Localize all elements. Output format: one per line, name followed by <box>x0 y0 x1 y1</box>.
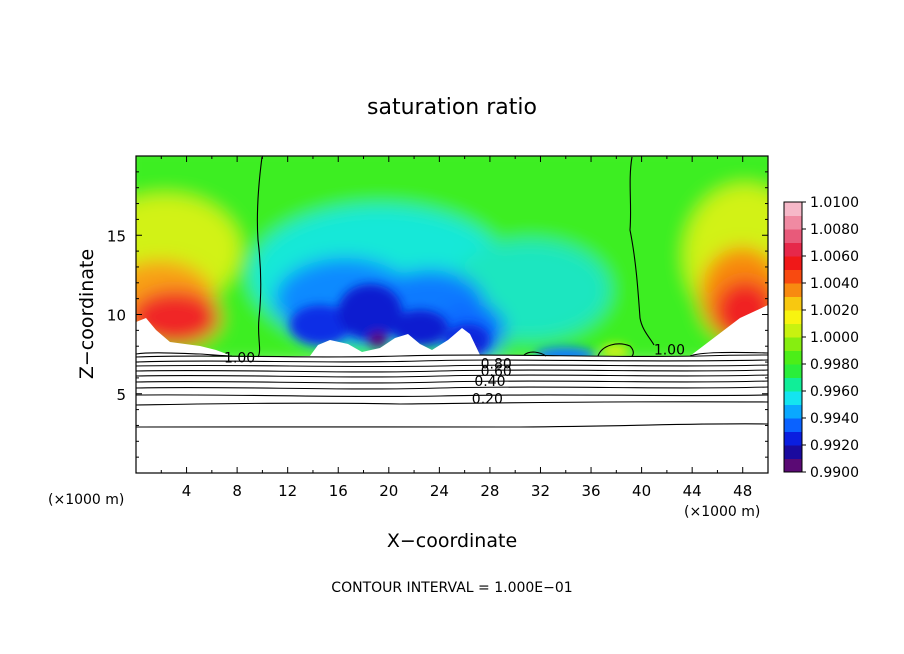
y-tick-label: 15 <box>107 227 126 245</box>
colorbar: 1.0100 1.0080 1.0060 1.0040 1.0020 1.0000 0.99… <box>783 195 859 481</box>
subcloud-region <box>136 305 768 473</box>
y-tick-label: 10 <box>107 307 126 325</box>
y-tick-label: 5 <box>116 386 126 404</box>
x-tick-label: 12 <box>278 482 297 500</box>
x-axis-label: X−coordinate <box>387 530 517 552</box>
contour-line-1-00-right <box>629 156 655 346</box>
x-tick-label: 8 <box>232 482 242 500</box>
y-axis-label: Z−coordinate <box>76 249 98 379</box>
contour-right-edge <box>689 351 768 357</box>
x-tick-label: 36 <box>581 482 600 500</box>
colorbar-swatch <box>784 391 802 405</box>
colorbar-swatch <box>784 337 802 351</box>
colorbar-swatch <box>784 269 802 284</box>
contour-line <box>136 423 768 428</box>
contour-line <box>136 374 768 378</box>
colorbar-swatch <box>784 256 802 270</box>
colorbar-label: 1.0080 <box>810 222 859 238</box>
colorbar-swatch <box>784 215 802 230</box>
colorbar-swatch <box>784 323 802 338</box>
contour-line <box>136 394 768 398</box>
contour-line <box>136 401 768 406</box>
colorbar-swatch <box>784 202 802 216</box>
colorbar-swatch <box>784 377 802 392</box>
contour-label: 0.60 <box>481 364 512 380</box>
contour-lines <box>136 156 768 428</box>
x-tick-label: 16 <box>329 482 348 500</box>
colorbar-swatch <box>784 350 802 365</box>
x-unit-label-right: (×1000 m) <box>684 504 760 520</box>
colorbar-swatch <box>784 431 802 446</box>
field-yellow-bump <box>601 344 629 358</box>
contour-left-edge <box>136 352 233 357</box>
colorbar-swatch <box>784 242 802 257</box>
contour-line <box>136 364 768 368</box>
contour-labels: 0.800.600.40 0.20 1.00 1.00 <box>224 342 685 407</box>
plot-area: 0.800.600.40 0.20 1.00 1.00 <box>136 156 768 473</box>
x-tick-label: 4 <box>182 482 192 500</box>
colorbar-label: 1.0060 <box>810 249 859 265</box>
colorbar-label: 0.9960 <box>810 384 859 400</box>
contour-label: 0.40 <box>474 374 505 390</box>
colorbar-label: 0.9940 <box>810 411 859 427</box>
contour-line-1-00-left <box>256 156 263 358</box>
colorbar-label: 1.0100 <box>810 195 859 211</box>
colorbar-label: 1.0040 <box>810 276 859 292</box>
x-tick-label: 40 <box>632 482 651 500</box>
colorbar-label: 0.9900 <box>810 465 859 481</box>
contour-line <box>136 380 768 384</box>
colorbar-swatch <box>784 404 802 419</box>
contour-label: 0.80 <box>481 357 512 373</box>
colorbar-label: 0.9920 <box>810 438 859 454</box>
x-tick-label: 32 <box>531 482 550 500</box>
colorbar-label: 1.0000 <box>810 330 859 346</box>
colorbar-swatch <box>784 458 802 473</box>
x-tick-label: 28 <box>480 482 499 500</box>
contour-line <box>136 386 768 390</box>
colorbar-swatch <box>784 229 802 243</box>
contour-bump-small <box>523 351 547 357</box>
colorbar-swatch <box>784 296 802 311</box>
contour-label: 1.00 <box>224 350 255 366</box>
colorbar-swatch <box>784 310 802 324</box>
contour-interval-note: CONTOUR INTERVAL = 1.000E−01 <box>331 580 572 596</box>
contour-label: 1.00 <box>654 342 685 358</box>
x-tick-label: 24 <box>430 482 449 500</box>
field-dark-blue-2 <box>338 284 402 340</box>
contour-line <box>136 359 768 363</box>
contour-line <box>136 354 768 358</box>
contour-bump <box>597 343 634 357</box>
contour-label: 0.20 <box>472 392 503 408</box>
colorbar-swatch <box>784 364 802 378</box>
subcloud-left-notch <box>136 318 232 357</box>
x-unit-label-left: (×1000 m) <box>48 492 124 508</box>
x-tick-label: 20 <box>379 482 398 500</box>
field-dark-blue-1 <box>290 305 350 345</box>
colorbar-label: 0.9980 <box>810 357 859 373</box>
field-purple <box>368 332 388 348</box>
y-axis: 5 10 15 <box>107 171 768 458</box>
contour-line <box>136 369 768 373</box>
colorbar-swatch <box>784 283 802 297</box>
x-tick-label: 44 <box>683 482 702 500</box>
colorbar-swatch <box>784 418 802 432</box>
colorbar-label: 1.0020 <box>810 303 859 319</box>
chart-title: saturation ratio <box>367 95 537 120</box>
colorbar-swatch <box>784 445 802 459</box>
x-axis: 4 8 12 16 20 24 28 32 36 40 44 48 <box>160 156 752 500</box>
x-tick-label: 48 <box>733 482 752 500</box>
